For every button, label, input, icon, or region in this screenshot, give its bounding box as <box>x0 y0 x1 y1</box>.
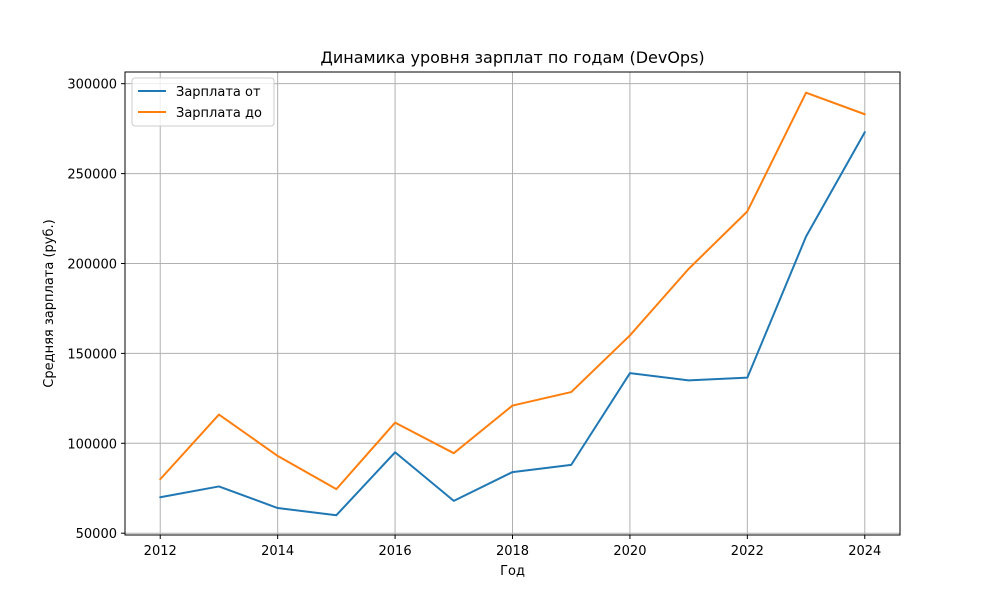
legend-label-1: Зарплата от <box>176 85 261 100</box>
y-tick-label: 50000 <box>76 527 117 542</box>
legend-label-2: Зарплата до <box>176 106 262 121</box>
axis-ticks: 2012 2014 2016 2018 2020 2022 2024 50000 100000 1… <box>67 78 881 559</box>
y-tick-label: 100000 <box>67 437 117 452</box>
y-tick-label: 300000 <box>67 78 117 93</box>
series-lines <box>159 91 866 517</box>
x-tick-label: 2016 <box>379 544 412 559</box>
x-tick-label: 2024 <box>848 544 881 559</box>
grid <box>125 72 900 535</box>
chart-title: Динамика уровня зарплат по годам (DevOps… <box>320 48 704 67</box>
x-axis-label: Год <box>500 564 525 579</box>
x-tick-label: 2020 <box>613 544 646 559</box>
series-line-2 <box>159 91 866 491</box>
x-tick-label: 2022 <box>731 544 764 559</box>
x-tick-label: 2018 <box>496 544 529 559</box>
y-tick-label: 250000 <box>67 168 117 183</box>
x-tick-label: 2012 <box>144 544 177 559</box>
y-tick-label: 200000 <box>67 257 117 272</box>
y-tick-label: 150000 <box>67 347 117 362</box>
x-tick-label: 2014 <box>261 544 294 559</box>
legend: Зарплата от Зарплата до <box>131 77 275 127</box>
legend-box <box>131 77 275 127</box>
series-line-1 <box>159 131 866 517</box>
y-axis-label: Средняя зарплата (руб.) <box>42 219 57 387</box>
